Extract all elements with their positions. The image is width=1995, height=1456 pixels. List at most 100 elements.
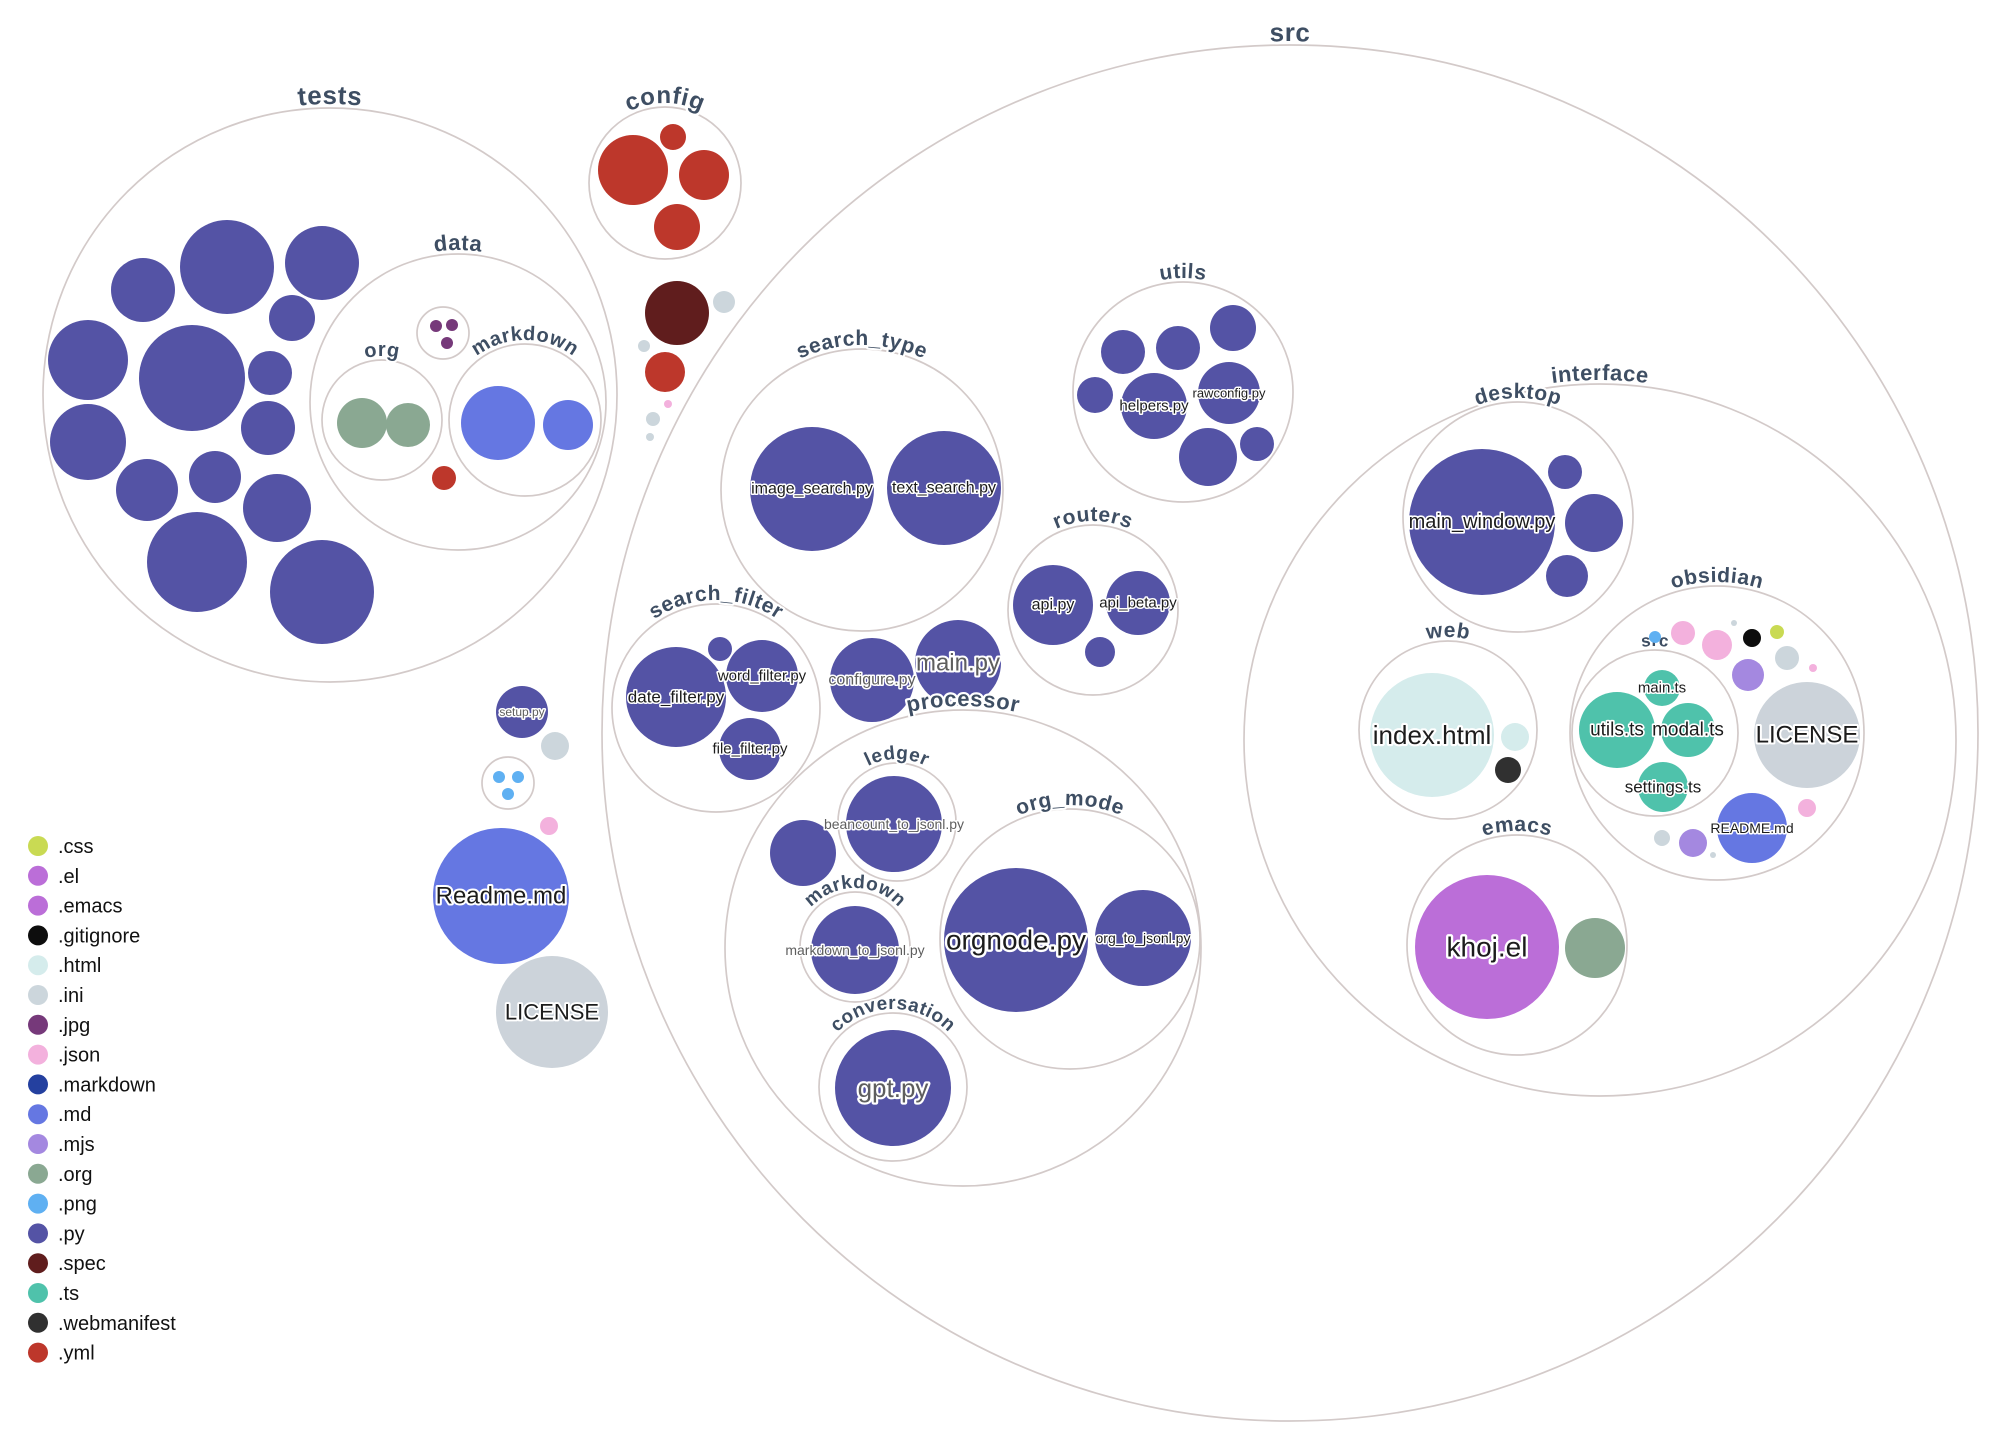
dir-circle-ledger[interactable] bbox=[837, 762, 957, 882]
dir-circle-conversation[interactable] bbox=[818, 1012, 968, 1162]
dir-circle-emacs[interactable] bbox=[1406, 834, 1628, 1056]
dir-circle-unnamed[interactable] bbox=[416, 306, 470, 360]
dir-circle-markdown[interactable] bbox=[448, 343, 602, 497]
file-circle-text_search.py[interactable] bbox=[887, 431, 1001, 545]
file-circle-main.ts[interactable] bbox=[1644, 670, 1680, 706]
file-circle-main_window.py[interactable] bbox=[1409, 449, 1555, 595]
file-circle-Readme.md[interactable] bbox=[433, 828, 569, 964]
file-circle-org[interactable] bbox=[1565, 918, 1625, 978]
dir-circle-utils[interactable] bbox=[1072, 281, 1294, 503]
dir-circle-config[interactable] bbox=[588, 106, 742, 260]
file-circle-file_filter.py[interactable] bbox=[719, 718, 781, 780]
file-circle-py[interactable] bbox=[1548, 455, 1582, 489]
file-circle-ini[interactable] bbox=[541, 732, 569, 760]
file-circle-LICENSE[interactable] bbox=[1754, 682, 1860, 788]
file-circle-gitignore[interactable] bbox=[1743, 629, 1761, 647]
file-circle-py[interactable] bbox=[139, 325, 245, 431]
dir-circle-processor[interactable] bbox=[724, 709, 1202, 1187]
file-circle-py[interactable] bbox=[1546, 555, 1588, 597]
file-circle-api.py[interactable] bbox=[1013, 565, 1093, 645]
file-circle-html[interactable] bbox=[1501, 723, 1529, 751]
file-circle-md[interactable] bbox=[543, 400, 593, 450]
dir-circle-obsidian[interactable] bbox=[1569, 585, 1865, 881]
file-circle-README.md[interactable] bbox=[1717, 793, 1787, 863]
dir-circle-org[interactable] bbox=[321, 359, 443, 481]
dir-circle-markdown[interactable] bbox=[799, 891, 911, 1003]
file-circle-orgnode.py[interactable] bbox=[944, 868, 1088, 1012]
file-circle-png[interactable] bbox=[1649, 631, 1661, 643]
file-circle-py[interactable] bbox=[241, 401, 295, 455]
file-circle-ini[interactable] bbox=[1731, 620, 1737, 626]
file-circle-yml[interactable] bbox=[645, 352, 685, 392]
file-circle-py[interactable] bbox=[1101, 330, 1145, 374]
dir-circle-unnamed[interactable] bbox=[481, 756, 535, 810]
file-circle-ini[interactable] bbox=[1710, 852, 1716, 858]
file-circle-py[interactable] bbox=[770, 820, 836, 886]
file-circle-jpg[interactable] bbox=[441, 337, 453, 349]
file-circle-json[interactable] bbox=[1671, 621, 1695, 645]
file-circle-api_beta.py[interactable] bbox=[1106, 571, 1170, 635]
dir-circle-search_type[interactable] bbox=[720, 348, 1004, 632]
file-circle-jpg[interactable] bbox=[430, 320, 442, 332]
dir-circle-desktop[interactable] bbox=[1402, 401, 1634, 633]
file-circle-py[interactable] bbox=[1156, 326, 1200, 370]
file-circle-index.html[interactable] bbox=[1370, 673, 1494, 797]
file-circle-rawconfig.py[interactable] bbox=[1198, 362, 1260, 424]
file-circle-py[interactable] bbox=[243, 474, 311, 542]
file-circle-py[interactable] bbox=[180, 220, 274, 314]
file-circle-json[interactable] bbox=[664, 400, 672, 408]
file-circle-py[interactable] bbox=[269, 295, 315, 341]
file-circle-py[interactable] bbox=[48, 320, 128, 400]
file-circle-ini[interactable] bbox=[713, 291, 735, 313]
file-circle-jpg[interactable] bbox=[446, 319, 458, 331]
file-circle-py[interactable] bbox=[116, 459, 178, 521]
file-circle-css[interactable] bbox=[1770, 625, 1784, 639]
file-circle-khoj.el[interactable] bbox=[1415, 875, 1559, 1019]
dir-circle-interface[interactable] bbox=[1243, 383, 1957, 1097]
file-circle-py[interactable] bbox=[270, 540, 374, 644]
file-circle-helpers.py[interactable] bbox=[1121, 373, 1187, 439]
file-circle-configure.py[interactable] bbox=[830, 638, 914, 722]
file-circle-md[interactable] bbox=[461, 386, 535, 460]
file-circle-py[interactable] bbox=[248, 351, 292, 395]
file-circle-json[interactable] bbox=[1809, 664, 1817, 672]
file-circle-org[interactable] bbox=[386, 403, 430, 447]
file-circle-ini[interactable] bbox=[1775, 646, 1799, 670]
file-circle-ini[interactable] bbox=[646, 433, 654, 441]
dir-circle-tests[interactable] bbox=[42, 107, 618, 683]
file-circle-png[interactable] bbox=[512, 771, 524, 783]
file-circle-ini[interactable] bbox=[1654, 830, 1670, 846]
file-circle-yml[interactable] bbox=[598, 135, 668, 205]
file-circle-gpt.py[interactable] bbox=[835, 1030, 951, 1146]
file-circle-json[interactable] bbox=[1702, 630, 1732, 660]
file-circle-setup.py[interactable] bbox=[496, 686, 548, 738]
file-circle-spec[interactable] bbox=[645, 281, 709, 345]
file-circle-json[interactable] bbox=[540, 817, 558, 835]
dir-circle-src[interactable] bbox=[1571, 649, 1739, 817]
file-circle-mjs[interactable] bbox=[1679, 829, 1707, 857]
file-circle-settings.ts[interactable] bbox=[1638, 762, 1688, 812]
file-circle-py[interactable] bbox=[1210, 305, 1256, 351]
file-circle-yml[interactable] bbox=[432, 466, 456, 490]
file-circle-py[interactable] bbox=[50, 404, 126, 480]
file-circle-py[interactable] bbox=[147, 512, 247, 612]
dir-circle-web[interactable] bbox=[1358, 640, 1538, 820]
file-circle-png[interactable] bbox=[502, 788, 514, 800]
dir-circle-routers[interactable] bbox=[1007, 524, 1179, 696]
file-circle-py[interactable] bbox=[1179, 428, 1237, 486]
file-circle-py[interactable] bbox=[1077, 377, 1113, 413]
file-circle-markdown_to_jsonl.py[interactable] bbox=[811, 906, 899, 994]
file-circle-org[interactable] bbox=[337, 398, 387, 448]
dir-circle-search_filter[interactable] bbox=[611, 603, 821, 813]
file-circle-mjs[interactable] bbox=[1732, 659, 1764, 691]
file-circle-date_filter.py[interactable] bbox=[626, 647, 726, 747]
file-circle-png[interactable] bbox=[493, 771, 505, 783]
file-circle-yml[interactable] bbox=[654, 204, 700, 250]
file-circle-py[interactable] bbox=[285, 226, 359, 300]
file-circle-org_to_jsonl.py[interactable] bbox=[1095, 890, 1191, 986]
file-circle-word_filter.py[interactable] bbox=[726, 640, 798, 712]
file-circle-py[interactable] bbox=[708, 637, 732, 661]
file-circle-modal.ts[interactable] bbox=[1661, 703, 1715, 757]
file-circle-ini[interactable] bbox=[646, 412, 660, 426]
file-circle-py[interactable] bbox=[1085, 637, 1115, 667]
